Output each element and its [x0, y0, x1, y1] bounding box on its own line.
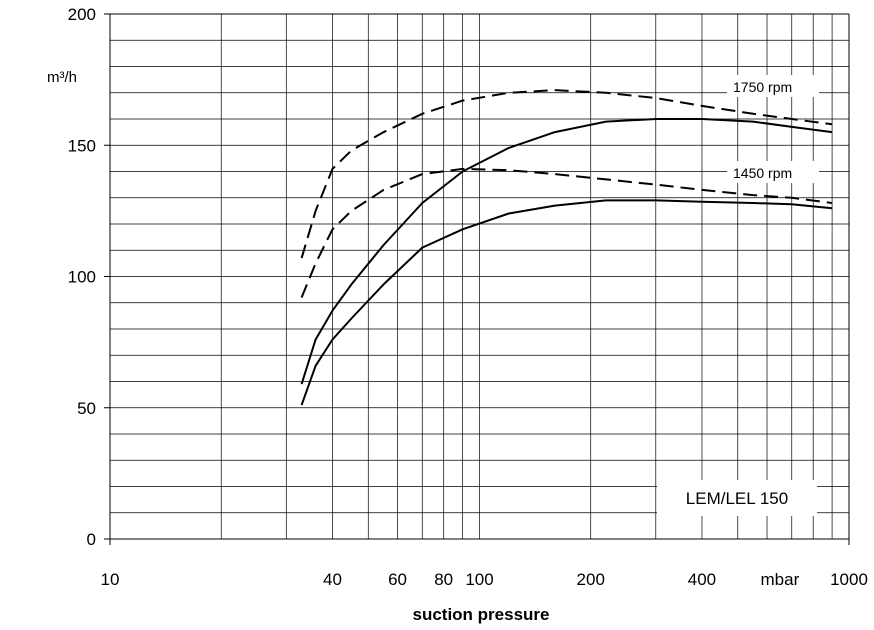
x-tick-label: 10	[101, 570, 120, 589]
axes: 0 50 100 150 200 10 40 60 80 100 200 400 mbar 1000	[68, 5, 868, 589]
y-tick-label: 200	[68, 5, 96, 24]
series-line-solid-4	[300, 199, 833, 406]
x-axis-label: suction pressure	[413, 605, 550, 624]
series-line-solid-2	[300, 118, 833, 385]
x-tick-label: mbar	[761, 570, 800, 589]
x-tick-label: 80	[434, 570, 453, 589]
y-tick-label: 150	[68, 136, 96, 155]
grid	[110, 13, 849, 539]
x-tick-label: 400	[688, 570, 716, 589]
x-tick-label: 200	[577, 570, 605, 589]
annotation-1750-rpm: 1750 rpm	[733, 79, 792, 95]
model-label-box	[657, 480, 817, 516]
annotation-1450-bg	[727, 161, 819, 183]
model-label: LEM/LEL 150	[686, 489, 788, 508]
x-tick-label: 1000	[830, 570, 868, 589]
annotation-1450-rpm: 1450 rpm	[733, 165, 792, 181]
x-tick-label: 100	[465, 570, 493, 589]
y-tick-label: 100	[68, 268, 96, 287]
x-tick-label: 40	[323, 570, 342, 589]
labels: m³/h suction pressure 1750 rpm 1450 rpm …	[47, 69, 819, 624]
y-axis-label: m³/h	[47, 69, 77, 86]
y-tick-label: 0	[87, 530, 96, 549]
x-tick-label: 60	[388, 570, 407, 589]
series-layer	[300, 89, 833, 406]
y-tick-label: 50	[77, 399, 96, 418]
series-line-dashed-3	[300, 167, 833, 298]
annotation-1750-bg	[727, 75, 819, 97]
